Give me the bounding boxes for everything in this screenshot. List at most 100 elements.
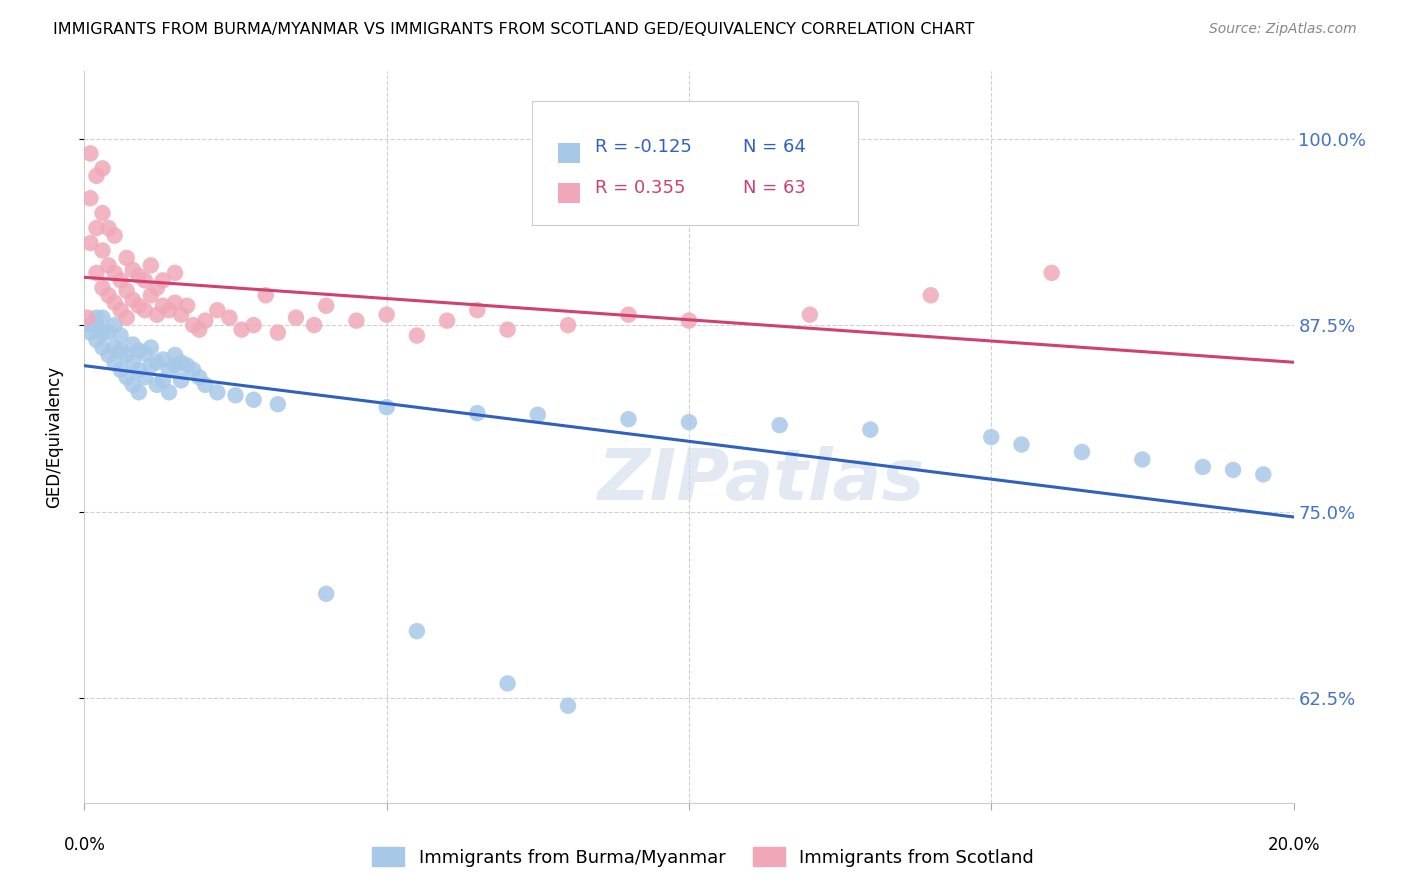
Point: [1192, 459, 1215, 474]
Point: [79, 146, 101, 161]
Point: [86, 169, 108, 183]
Point: [176, 299, 198, 313]
Point: [315, 587, 337, 601]
Point: [152, 273, 174, 287]
Point: [110, 273, 132, 287]
Point: [678, 415, 700, 429]
Point: [121, 355, 143, 369]
Point: [110, 363, 132, 377]
Point: [406, 328, 429, 343]
Point: [91, 206, 114, 220]
FancyBboxPatch shape: [531, 101, 858, 225]
Point: [115, 348, 138, 362]
Point: [267, 397, 290, 411]
Point: [146, 355, 169, 369]
Point: [115, 310, 138, 325]
Point: [134, 370, 156, 384]
Point: [375, 308, 398, 322]
Point: [242, 392, 264, 407]
Text: N = 63: N = 63: [744, 179, 806, 197]
Point: [79, 235, 101, 250]
Point: [157, 303, 180, 318]
Point: [86, 266, 108, 280]
Point: [146, 281, 169, 295]
Point: [157, 385, 180, 400]
Point: [115, 251, 138, 265]
Text: 0.0%: 0.0%: [63, 836, 105, 854]
Point: [231, 323, 253, 337]
Y-axis label: GED/Equivalency: GED/Equivalency: [45, 366, 63, 508]
Point: [134, 303, 156, 318]
Point: [346, 313, 368, 327]
Point: [152, 352, 174, 367]
Point: [97, 326, 120, 340]
Point: [267, 326, 290, 340]
Point: [165, 266, 187, 280]
Point: [128, 363, 150, 377]
Point: [769, 418, 792, 433]
Point: [188, 323, 211, 337]
Point: [91, 161, 114, 176]
Point: [207, 385, 229, 400]
Point: [86, 221, 108, 235]
Point: [128, 385, 150, 400]
Point: [139, 259, 162, 273]
Text: 20.0%: 20.0%: [1267, 836, 1320, 854]
Point: [165, 359, 187, 373]
Point: [285, 310, 308, 325]
Point: [181, 318, 204, 332]
Point: [128, 343, 150, 358]
Text: R = 0.355: R = 0.355: [595, 179, 685, 197]
Point: [104, 318, 127, 332]
Point: [176, 359, 198, 373]
Point: [97, 259, 120, 273]
Point: [436, 313, 458, 327]
Point: [1040, 266, 1063, 280]
Point: [91, 281, 114, 295]
Point: [1253, 467, 1275, 482]
Point: [121, 377, 143, 392]
Point: [467, 406, 489, 420]
Point: [79, 191, 101, 205]
FancyBboxPatch shape: [558, 143, 581, 163]
Point: [496, 676, 519, 690]
Point: [617, 308, 640, 322]
Point: [406, 624, 429, 639]
Point: [115, 370, 138, 384]
Point: [194, 377, 217, 392]
Point: [110, 328, 132, 343]
Point: [139, 359, 162, 373]
Point: [134, 273, 156, 287]
Point: [115, 284, 138, 298]
Point: [121, 263, 143, 277]
Point: [527, 408, 550, 422]
Text: IMMIGRANTS FROM BURMA/MYANMAR VS IMMIGRANTS FROM SCOTLAND GED/EQUIVALENCY CORREL: IMMIGRANTS FROM BURMA/MYANMAR VS IMMIGRA…: [53, 22, 974, 37]
Point: [134, 346, 156, 360]
Point: [375, 401, 398, 415]
Point: [165, 348, 187, 362]
Point: [218, 310, 240, 325]
Point: [254, 288, 277, 302]
Point: [104, 228, 127, 243]
Point: [86, 310, 108, 325]
Point: [91, 244, 114, 258]
Text: Source: ZipAtlas.com: Source: ZipAtlas.com: [1209, 22, 1357, 37]
Point: [157, 363, 180, 377]
Point: [188, 370, 211, 384]
Point: [121, 293, 143, 307]
Text: R = -0.125: R = -0.125: [595, 138, 692, 156]
Point: [91, 310, 114, 325]
Point: [91, 341, 114, 355]
Point: [104, 355, 127, 369]
Point: [146, 377, 169, 392]
Point: [467, 303, 489, 318]
Point: [1222, 463, 1244, 477]
Point: [97, 288, 120, 302]
Point: [152, 299, 174, 313]
Point: [165, 295, 187, 310]
Point: [110, 303, 132, 318]
Point: [1011, 437, 1033, 451]
Point: [79, 318, 101, 332]
Point: [170, 308, 193, 322]
Point: [110, 343, 132, 358]
